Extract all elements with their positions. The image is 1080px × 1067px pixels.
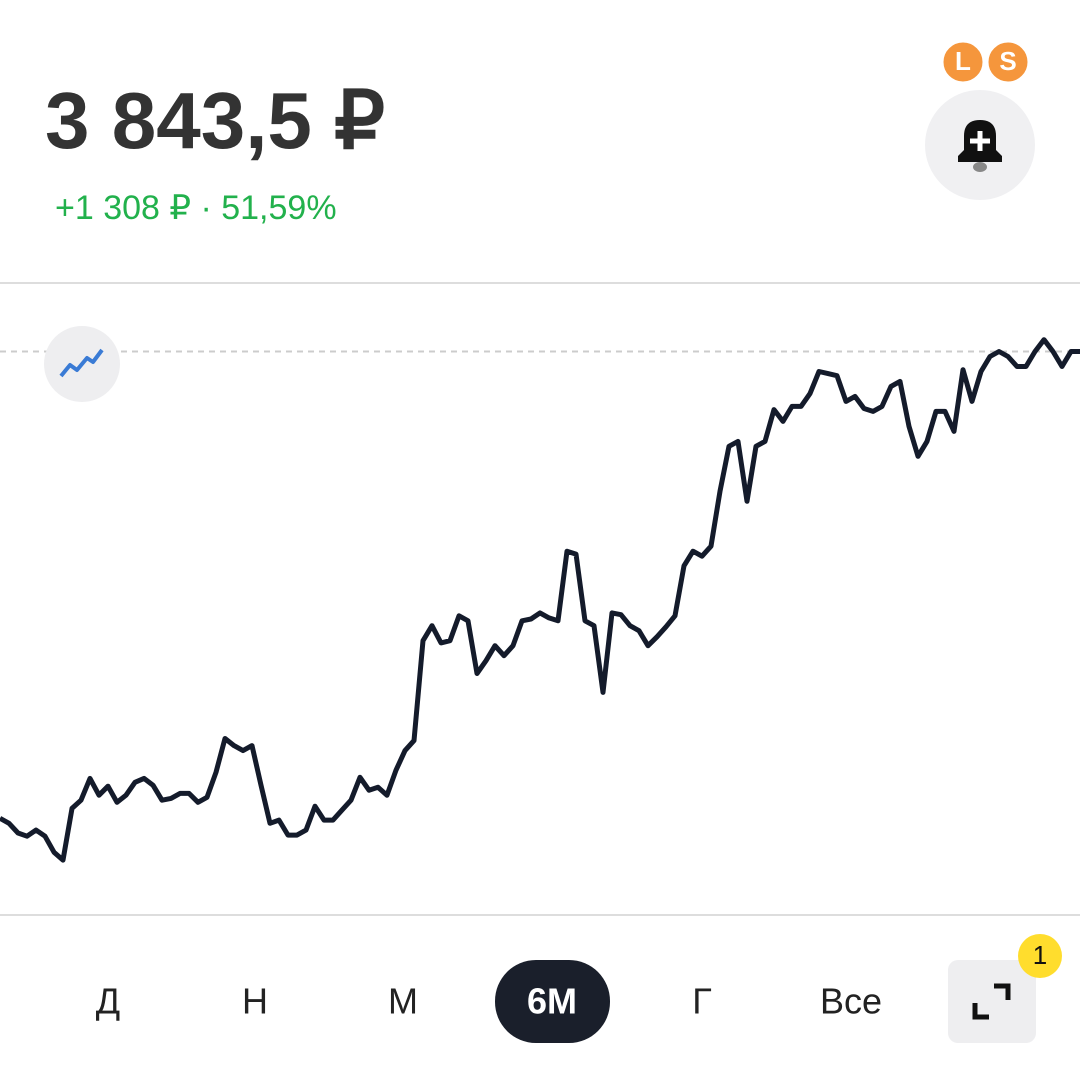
badge [985,39,1031,85]
period-button[interactable]: М [388,981,418,1022]
chart-type-button[interactable] [44,326,120,402]
period-button[interactable]: Н [242,981,268,1022]
badge-label: S [999,46,1016,76]
bell-button[interactable] [925,90,1035,200]
period-button[interactable]: Все [820,981,882,1022]
price-line [0,337,1080,863]
period-button[interactable]: 6М [527,981,577,1022]
period-button[interactable]: Г [692,981,712,1022]
price-change: +1 308 ₽ · 51,59% [55,189,337,227]
badge [940,39,986,85]
price: 3 843,5 ₽ [45,76,385,165]
period-selected [495,960,610,1043]
badge [1018,934,1062,978]
period-button[interactable]: Д [96,981,120,1022]
badge-label: L [955,46,971,76]
expand-button[interactable] [948,960,1036,1043]
badge-count: 1 [1033,940,1047,970]
